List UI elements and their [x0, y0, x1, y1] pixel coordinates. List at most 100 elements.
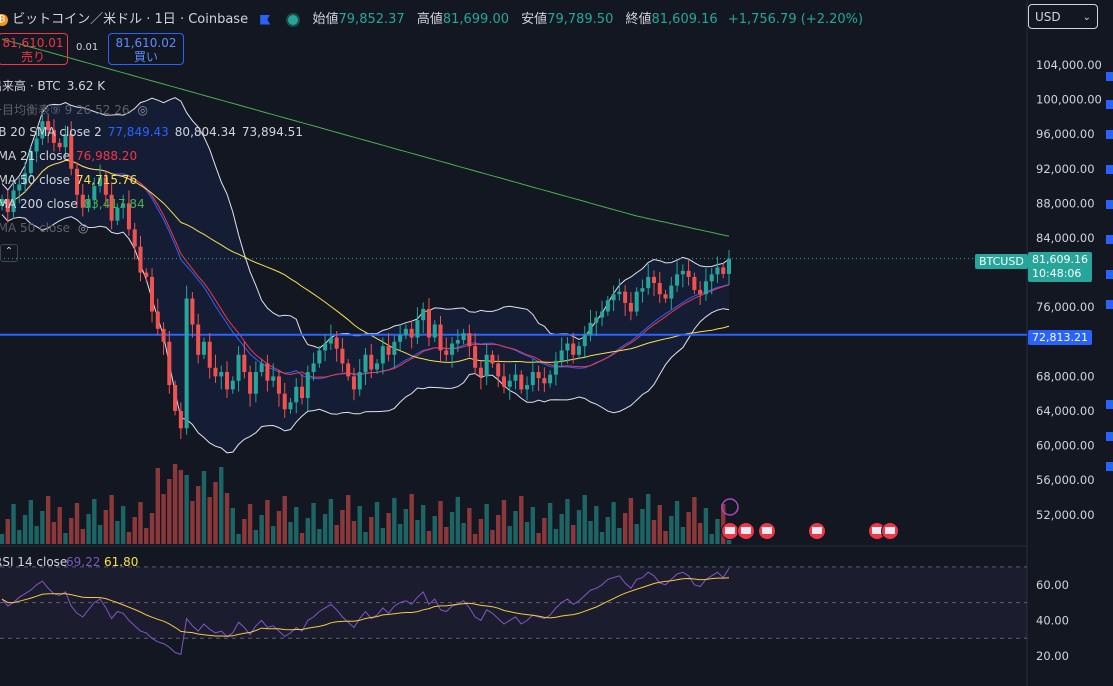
candle-body	[715, 267, 720, 275]
indicator-legend[interactable]: SMA 21 close 76,988.20	[0, 149, 137, 163]
candle-body	[34, 138, 39, 152]
candle-body	[51, 129, 56, 143]
volume-bar	[680, 527, 686, 544]
collapse-legend-button[interactable]: ⌃	[0, 244, 18, 262]
open-value: 79,852.37	[338, 12, 405, 27]
candle-body	[109, 194, 114, 221]
volume-bar	[334, 525, 339, 544]
candle-body	[392, 341, 397, 355]
indicator-legend[interactable]: SMA 50 close ◎	[0, 221, 88, 235]
indicator-legend[interactable]: 出来高 · BTC 3.62 K	[0, 77, 105, 94]
volume-bar	[311, 503, 316, 544]
candle-body	[530, 372, 535, 386]
volume-bar	[686, 512, 691, 544]
volume-bar	[703, 508, 709, 544]
candle-body	[703, 281, 708, 295]
eye-off-icon[interactable]: ◎	[78, 221, 89, 235]
currency-select[interactable]: USD ⌄	[1028, 4, 1098, 29]
volume-bar	[5, 519, 10, 544]
candle-body	[634, 291, 639, 312]
rsi-ma-value: 61.80	[104, 555, 138, 569]
buy-button[interactable]: 81,610.02 買い	[108, 33, 184, 65]
indicator-label: SMA 21 close	[0, 149, 70, 163]
price-tick-label: 76,000.00	[1036, 300, 1095, 314]
candle-body	[473, 346, 478, 368]
candle-body	[363, 354, 368, 373]
flag-icon[interactable]	[260, 14, 271, 25]
eye-off-icon[interactable]: ◎	[137, 103, 148, 117]
candle-body	[565, 343, 570, 351]
volume-bar	[599, 532, 605, 544]
volume-bar	[461, 523, 466, 544]
volume-bar	[640, 509, 645, 544]
volume-bar	[697, 523, 703, 544]
volume-bar	[34, 526, 39, 544]
volume-bar	[559, 514, 564, 544]
candle-body	[207, 341, 212, 368]
candle-body	[300, 386, 305, 399]
volume-bar	[651, 520, 657, 544]
indicator-legend[interactable]: BB 20 SMA close 2 77,849.43 80,804.34 73,89…	[0, 125, 303, 139]
indicator-legend[interactable]: 一目均衡表⑨ 9 26 52 26 ◎	[0, 101, 148, 118]
rsi-value: 69.22	[66, 555, 100, 569]
candle-body	[63, 134, 68, 148]
volume-bar	[657, 505, 662, 544]
volume-bar	[357, 506, 362, 544]
indicator-label: SMA 50 close	[0, 173, 70, 187]
indicator-value: 74,715.76	[76, 173, 138, 187]
rsi-tick-label: 20.00	[1036, 649, 1069, 663]
candle-body	[173, 385, 178, 411]
candle-body	[536, 372, 541, 379]
hline-price-tag[interactable]: 72,813.21	[1028, 330, 1092, 345]
candle-body	[271, 376, 276, 381]
candle-body	[669, 285, 674, 299]
candle-body	[651, 276, 657, 283]
candle-body	[692, 276, 697, 290]
open-label: 始値	[312, 12, 339, 27]
indicator-label: SMA 200 close	[0, 197, 78, 211]
market-status-icon[interactable]	[286, 12, 301, 27]
flag-icon	[872, 527, 882, 534]
candle-body	[369, 354, 374, 370]
sma50-line	[1, 159, 730, 363]
volume-bar	[17, 530, 22, 544]
candle-body	[484, 354, 489, 377]
volume-bar	[663, 531, 668, 544]
volume-bar	[120, 506, 126, 544]
volume-bar	[305, 518, 310, 544]
candle-body	[334, 337, 339, 349]
candle-body	[438, 324, 443, 351]
indicator-legend[interactable]: SMA 200 close 83,417.84	[0, 197, 145, 211]
rsi-label: RSI 14 close	[0, 555, 67, 569]
volume-bar	[317, 529, 322, 544]
volume-bar	[507, 526, 512, 544]
marker-icon	[1106, 100, 1113, 109]
candle-body	[167, 341, 172, 386]
candle-body	[386, 346, 391, 355]
indicator-label: BB 20 SMA close 2	[0, 125, 102, 139]
sell-button[interactable]: 81,610.01 売り	[0, 33, 68, 65]
price-tick-label: 52,000.00	[1036, 508, 1095, 522]
price-tick-label: 104,000.00	[1036, 58, 1102, 72]
symbol-title[interactable]: ビットコイン／米ドル · 1日 · Coinbase	[12, 12, 249, 27]
candle-body	[17, 184, 22, 191]
candle-body	[721, 267, 726, 274]
volume-bar	[709, 534, 714, 544]
volume-bar	[28, 500, 34, 544]
volume-bar	[415, 520, 420, 544]
marker-icon	[1106, 72, 1113, 81]
indicator-legend[interactable]: SMA 50 close 74,715.76	[0, 173, 137, 187]
volume-bar	[553, 529, 559, 544]
last-price-tag: 81,609.16 10:48:06	[1028, 252, 1092, 282]
candle-body	[588, 322, 593, 335]
volume-bar	[345, 495, 351, 544]
volume-bar	[126, 532, 132, 544]
candle-body	[680, 270, 685, 275]
symbol-tag: BTCUSD	[975, 254, 1028, 269]
volume-bar	[195, 486, 201, 544]
candle-body	[617, 291, 622, 295]
volume-bar	[276, 511, 282, 544]
volume-bar	[530, 507, 536, 544]
volume-bar	[69, 518, 74, 544]
